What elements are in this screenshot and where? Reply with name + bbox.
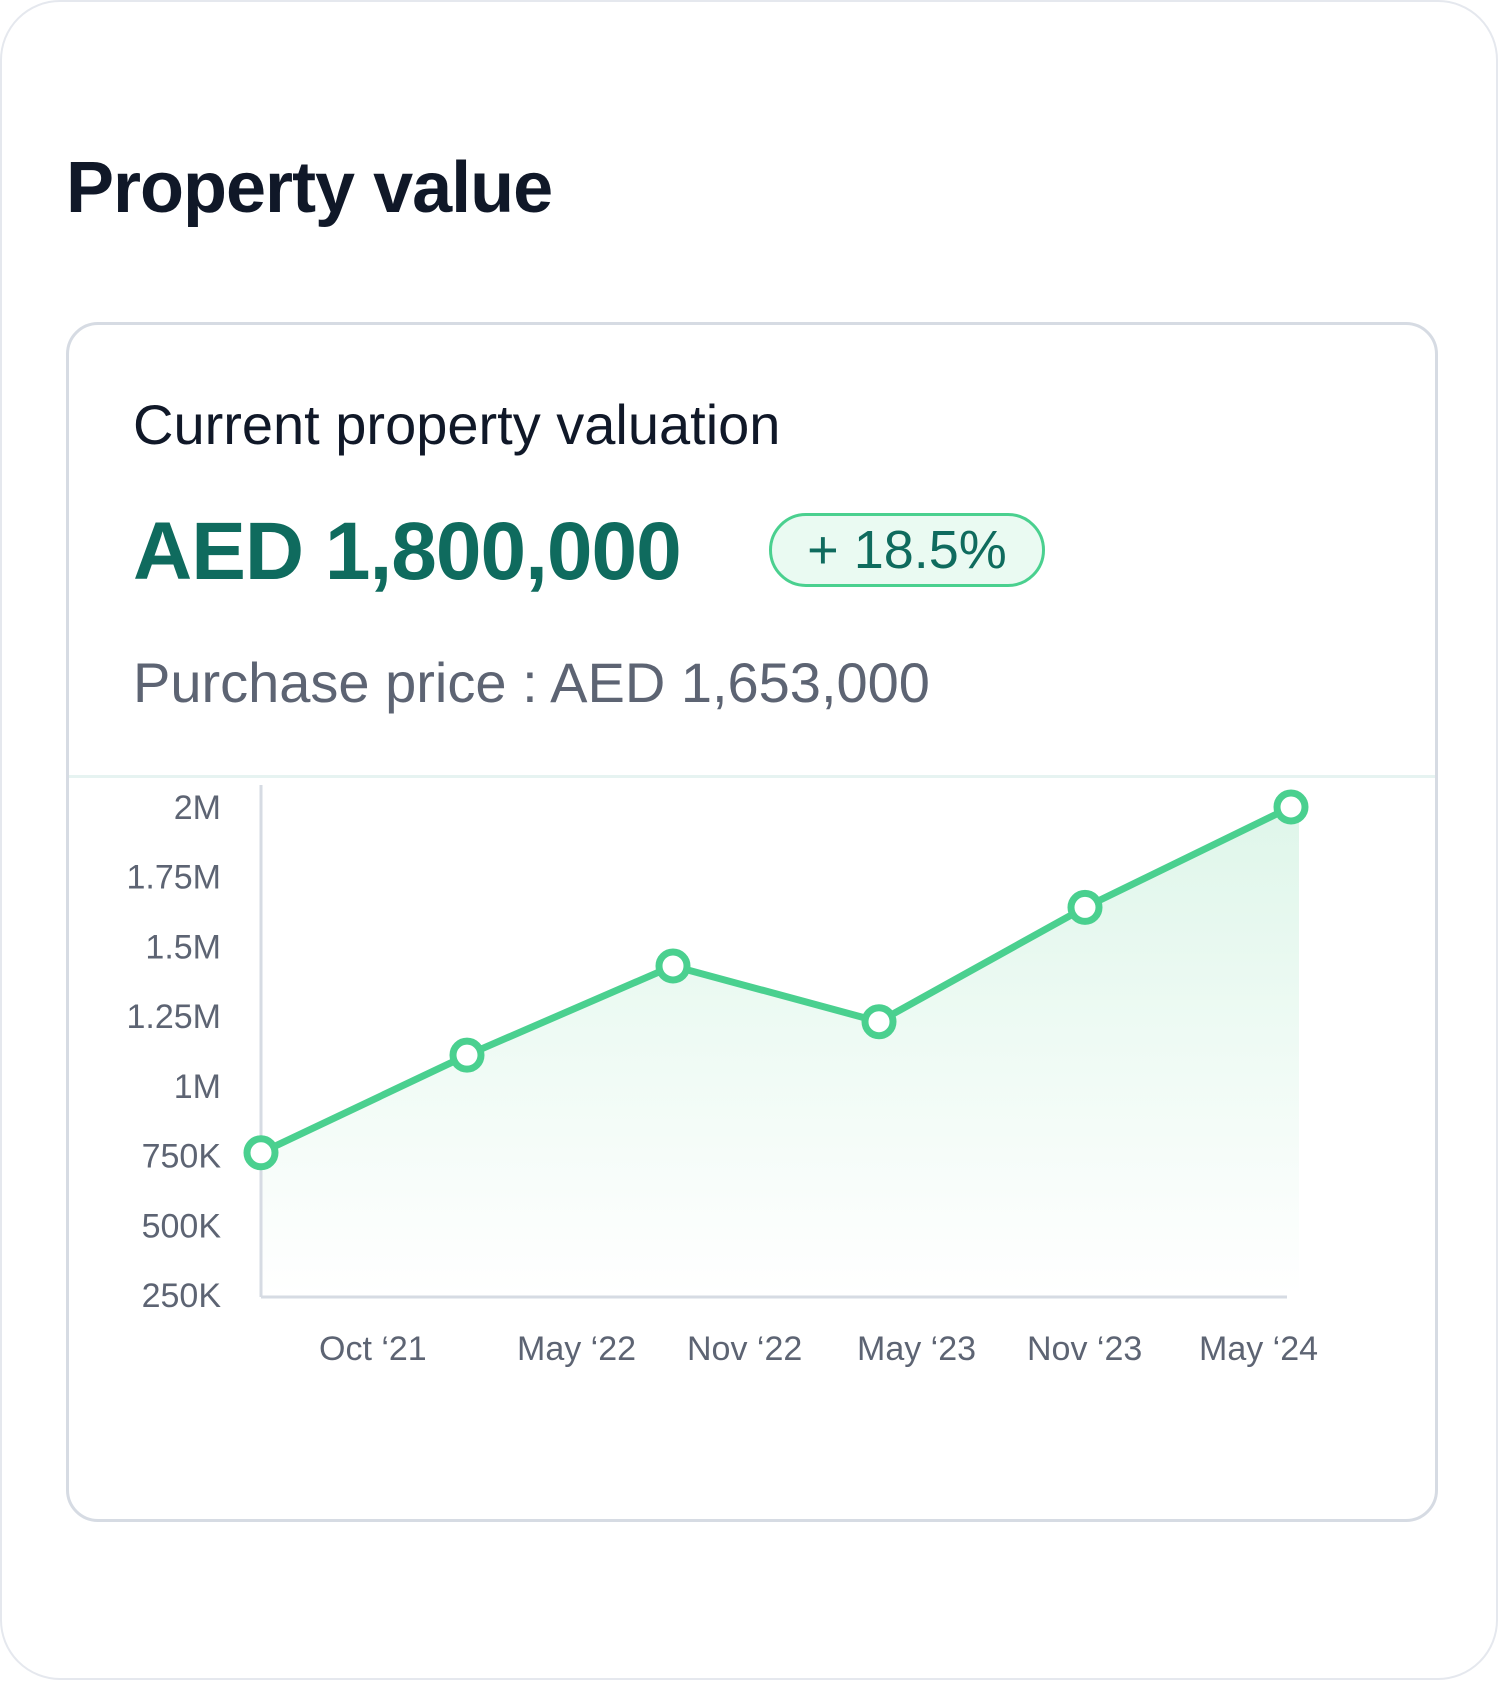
purchase-price: Purchase price : AED 1,653,000 xyxy=(133,655,930,711)
y-tick-label: 1.75M xyxy=(127,859,222,897)
valuation-subtitle: Current property valuation xyxy=(133,393,781,456)
x-tick-label: May ‘24 xyxy=(1199,1330,1318,1368)
series-area xyxy=(261,807,1299,1295)
data-point[interactable] xyxy=(243,1135,279,1171)
data-point[interactable] xyxy=(861,1004,897,1040)
current-valuation-amount: AED 1,800,000 xyxy=(133,506,682,597)
y-tick-label: 500K xyxy=(142,1207,222,1245)
y-tick-label: 2M xyxy=(174,789,221,827)
data-point[interactable] xyxy=(449,1037,485,1073)
y-tick-label: 1.25M xyxy=(127,998,222,1036)
divider xyxy=(69,775,1435,778)
data-point[interactable] xyxy=(1067,889,1103,925)
y-tick-label: 1M xyxy=(174,1068,221,1106)
data-point[interactable] xyxy=(655,948,691,984)
x-tick-label: Oct ‘21 xyxy=(319,1330,427,1368)
y-tick-label: 750K xyxy=(142,1138,222,1176)
change-badge: + 18.5% xyxy=(769,513,1045,587)
series-line xyxy=(259,803,1293,1156)
x-tick-label: May ‘23 xyxy=(857,1330,976,1368)
data-point[interactable] xyxy=(1273,789,1309,825)
valuation-panel: Current property valuation AED 1,800,000… xyxy=(66,322,1438,1522)
x-tick-label: Nov ‘23 xyxy=(1027,1330,1142,1368)
purchase-price-label: Purchase price : xyxy=(133,651,551,714)
x-tick-label: Nov ‘22 xyxy=(687,1330,802,1368)
purchase-price-value: AED 1,653,000 xyxy=(550,651,930,714)
y-tick-label: 250K xyxy=(142,1277,222,1315)
page-title: Property value xyxy=(66,148,553,228)
valuation-chart: 2M 1.75M 1.5M 1.25M 1M 750K 500K 250K Oct ‘21 Ma… xyxy=(127,785,1318,1368)
y-tick-label: 1.5M xyxy=(145,928,221,966)
x-tick-label: May ‘22 xyxy=(517,1330,636,1368)
